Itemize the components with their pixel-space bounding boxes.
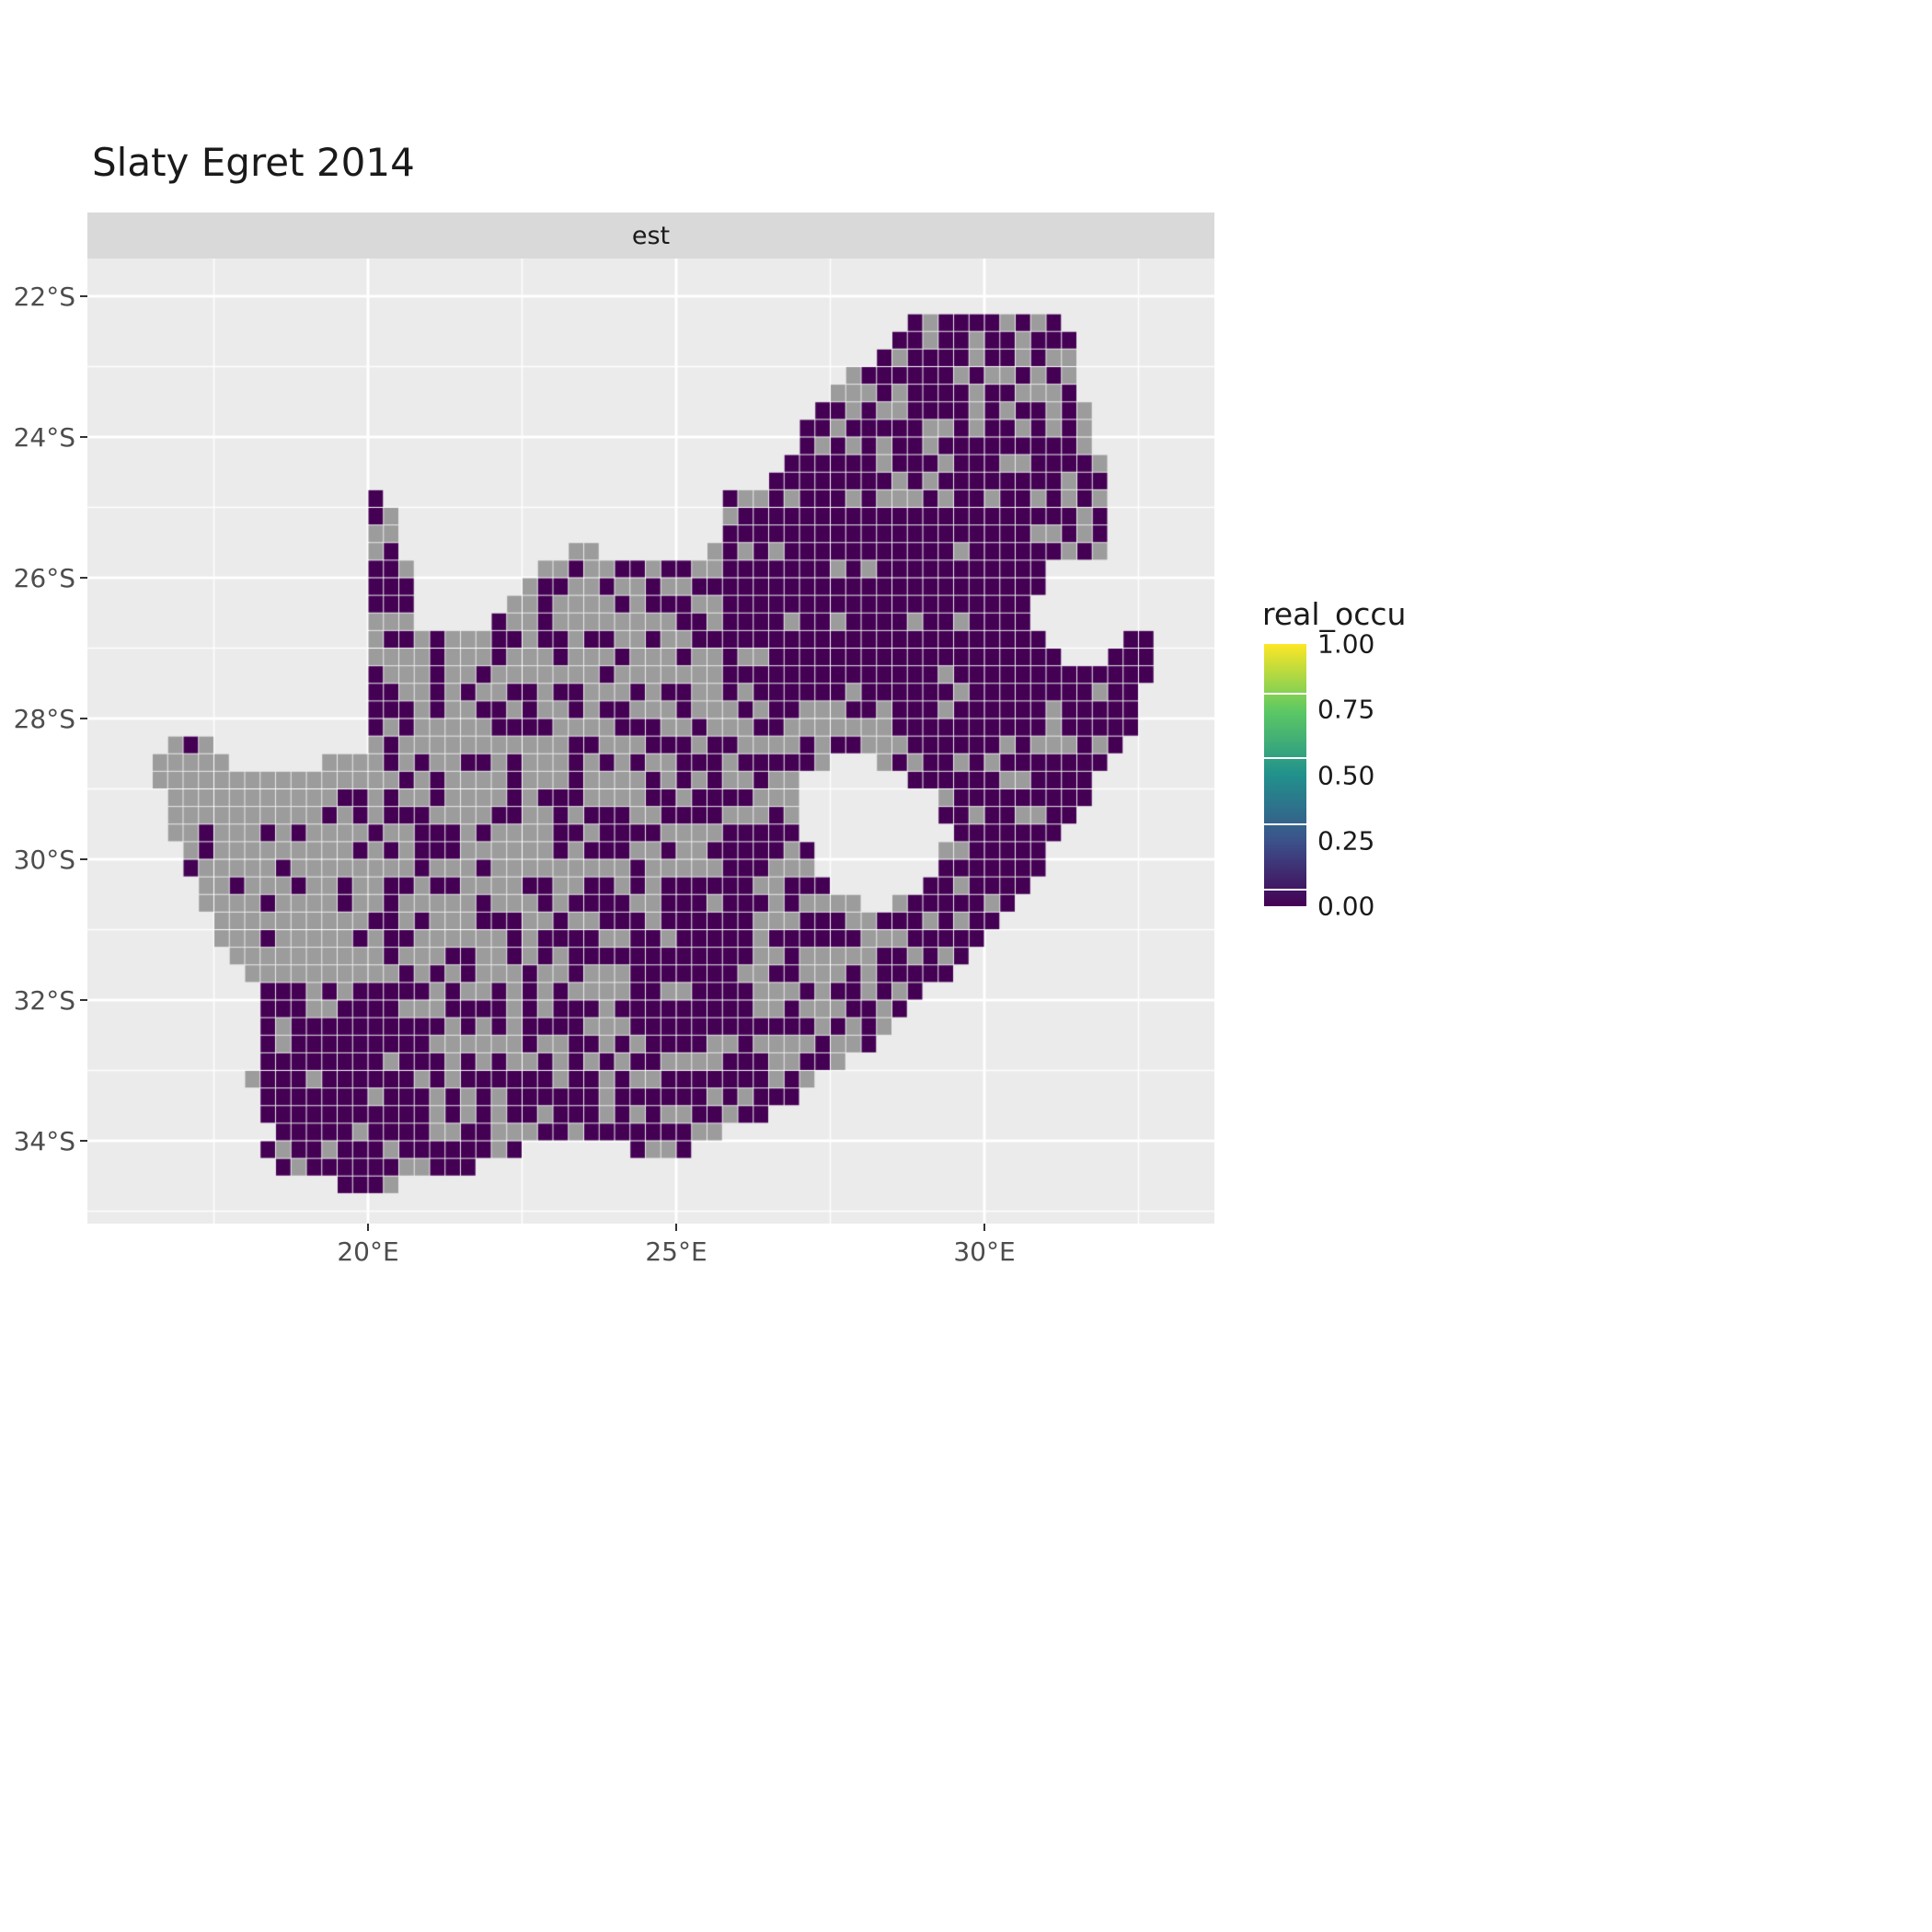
y-tick-label: 32°S <box>13 985 75 1016</box>
legend-tick-label: 0.25 <box>1317 825 1375 857</box>
legend-tick-label: 1.00 <box>1317 628 1375 660</box>
y-tick-mark <box>80 999 87 1001</box>
facet-strip: est <box>87 213 1214 259</box>
y-tick-mark <box>80 295 87 297</box>
facet-label: est <box>631 221 671 250</box>
legend-title: real_occu <box>1262 596 1407 632</box>
legend-tick-mark <box>1264 888 1306 891</box>
y-tick-label: 30°S <box>13 845 75 875</box>
legend-colorbar <box>1264 644 1306 953</box>
y-tick-label: 26°S <box>13 563 75 593</box>
x-tick-mark <box>367 1224 369 1231</box>
x-tick-label: 30°E <box>953 1236 1016 1267</box>
legend-tick-label: 0.50 <box>1317 760 1375 790</box>
y-tick-mark <box>80 1140 87 1142</box>
y-tick-label: 24°S <box>13 422 75 453</box>
y-tick-label: 28°S <box>13 704 75 734</box>
x-tick-label: 25°E <box>645 1236 707 1267</box>
x-tick-label: 20°E <box>337 1236 399 1267</box>
legend-tick-mark <box>1264 693 1306 695</box>
legend-tick-label: 0.75 <box>1317 694 1375 725</box>
y-tick-mark <box>80 718 87 719</box>
y-tick-mark <box>80 858 87 860</box>
chart-title: Slaty Egret 2014 <box>92 140 415 185</box>
y-tick-label: 34°S <box>13 1126 75 1156</box>
legend-tick-mark <box>1264 951 1306 953</box>
legend-tick-mark <box>1264 822 1306 825</box>
legend-tick-label: 0.00 <box>1317 891 1375 922</box>
y-tick-mark <box>80 436 87 438</box>
x-tick-mark <box>983 1224 985 1231</box>
x-tick-mark <box>675 1224 677 1231</box>
map-panel <box>87 259 1214 1224</box>
y-tick-mark <box>80 577 87 579</box>
legend-tick-mark <box>1264 757 1306 760</box>
y-tick-label: 22°S <box>13 282 75 312</box>
